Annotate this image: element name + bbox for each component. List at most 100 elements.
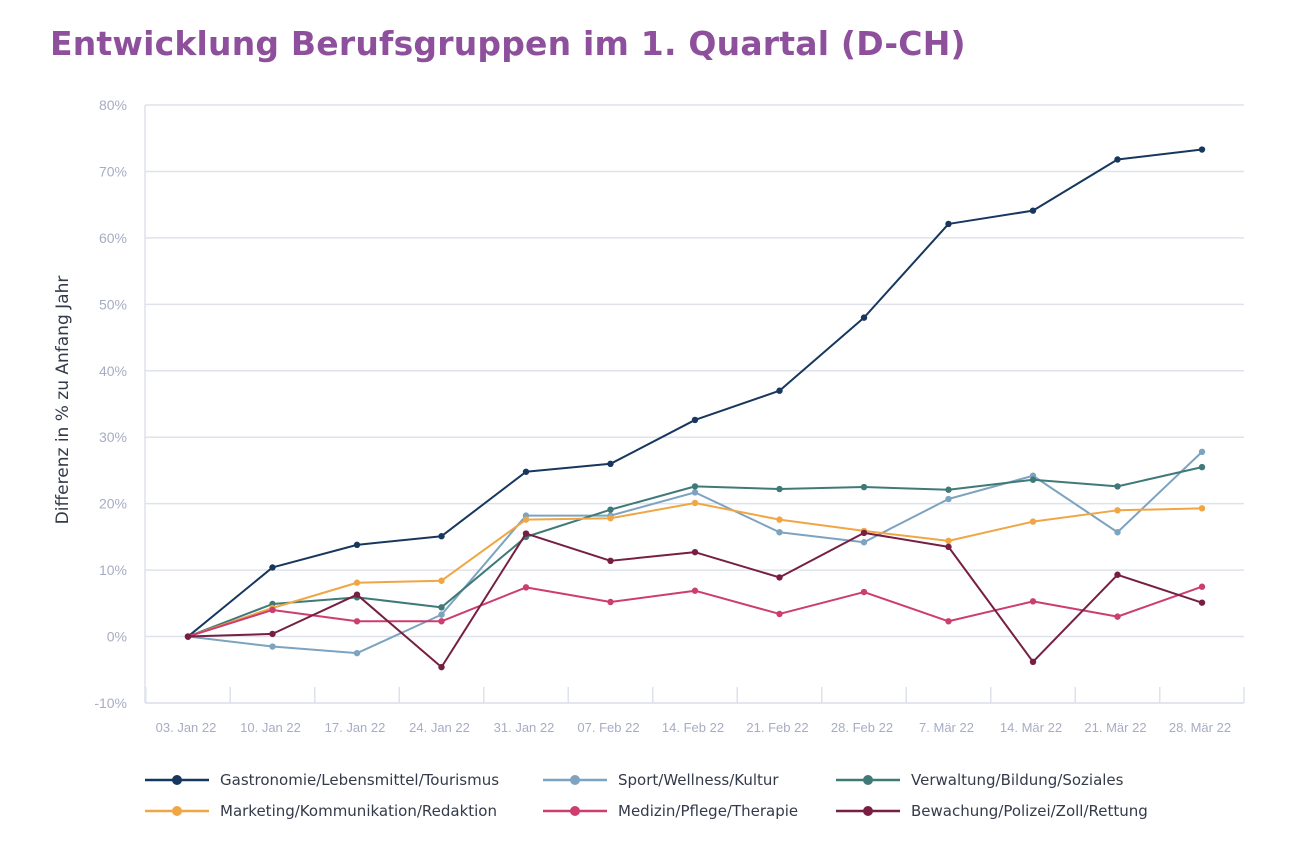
legend-item: Gastronomie/Lebensmittel/Tourismus [145, 771, 499, 789]
data-point [1114, 571, 1121, 578]
data-point [353, 591, 361, 598]
data-point [691, 483, 699, 490]
data-point [1198, 583, 1206, 590]
data-point [1198, 505, 1206, 512]
x-axis-ticks: 03. Jan 22 10. Jan 22 17. Jan 22 24. Jan 22… [156, 720, 1231, 735]
data-point [607, 460, 614, 467]
data-point [776, 516, 783, 523]
legend-swatch-marker [570, 806, 580, 816]
data-point [1198, 146, 1206, 153]
data-point [691, 416, 699, 424]
legend-label: Medizin/Pflege/Therapie [618, 802, 798, 820]
data-point [438, 663, 445, 671]
data-point [438, 533, 445, 540]
legend-label: Marketing/Kommunikation/Redaktion [220, 802, 497, 820]
x-tick-label: 7. Mär 22 [919, 720, 974, 735]
legend-swatch-marker [172, 775, 182, 785]
series-0 [184, 146, 1206, 640]
data-point [860, 529, 868, 537]
y-tick-label: 60% [99, 230, 127, 246]
data-point [860, 483, 868, 491]
data-point [945, 618, 952, 625]
data-point [691, 489, 699, 496]
data-point [269, 630, 276, 638]
x-tick-label: 28. Feb 22 [831, 720, 893, 735]
legend-item: Verwaltung/Bildung/Soziales [836, 771, 1124, 789]
legend-item: Marketing/Kommunikation/Redaktion [145, 802, 497, 820]
y-tick-label: 0% [107, 629, 127, 645]
y-tick-label: 40% [99, 363, 127, 379]
x-tick-label: 07. Feb 22 [577, 720, 639, 735]
legend-swatch-marker [863, 775, 873, 785]
data-point [776, 485, 783, 493]
x-tick-label: 24. Jan 22 [409, 720, 470, 735]
legend-swatch-marker [863, 806, 873, 816]
data-point [776, 610, 783, 618]
data-point [438, 604, 445, 611]
y-tick-label: 20% [99, 496, 127, 512]
legend-swatch-marker [570, 775, 580, 785]
data-point [1198, 448, 1206, 456]
data-point [1029, 207, 1037, 214]
data-point [438, 618, 445, 625]
x-tick-label: 14. Mär 22 [1000, 720, 1062, 735]
data-point [945, 220, 952, 228]
data-point [691, 587, 699, 594]
data-point [1114, 613, 1121, 620]
data-point [945, 543, 952, 551]
x-tick-label: 28. Mär 22 [1169, 720, 1231, 735]
data-point [522, 584, 530, 591]
data-point [1114, 529, 1121, 536]
data-point [1114, 483, 1121, 490]
x-tick-label: 17. Jan 22 [325, 720, 386, 735]
y-tick-label: -10% [94, 695, 127, 711]
data-point [522, 468, 530, 475]
data-point [607, 557, 614, 565]
y-axis-title: Differenz in % zu Anfang Jahr [53, 276, 73, 525]
data-point [353, 618, 361, 625]
y-tick-label: 30% [99, 429, 127, 445]
legend-label: Sport/Wellness/Kultur [618, 771, 779, 789]
data-point [353, 541, 361, 549]
legend-swatch-marker [172, 806, 182, 816]
data-point [269, 643, 276, 650]
series-line [187, 148, 1203, 638]
series-4 [184, 583, 1206, 640]
data-point [1114, 156, 1121, 163]
data-point [607, 598, 614, 606]
data-point [860, 539, 868, 546]
data-point [353, 649, 361, 657]
data-point [945, 486, 952, 493]
data-point [522, 530, 530, 537]
axes [144, 105, 1245, 704]
legend-label: Verwaltung/Bildung/Soziales [911, 771, 1124, 789]
data-point [522, 516, 530, 523]
chart-title: Entwicklung Berufsgruppen im 1. Quartal … [50, 24, 966, 63]
series-line [187, 585, 1203, 638]
data-point [945, 537, 952, 545]
data-point [184, 633, 192, 640]
legend-label: Gastronomie/Lebensmittel/Tourismus [220, 771, 499, 789]
legend: Gastronomie/Lebensmittel/Tourismus Sport/… [145, 771, 1148, 820]
x-tick-label: 03. Jan 22 [156, 720, 217, 735]
data-point [691, 499, 699, 507]
series-5 [184, 529, 1206, 671]
data-point [269, 564, 276, 571]
legend-label: Bewachung/Polizei/Zoll/Rettung [911, 802, 1148, 820]
data-point [1029, 598, 1037, 605]
data-point [1029, 658, 1037, 666]
data-point [860, 314, 868, 321]
data-point [776, 529, 783, 536]
legend-item: Bewachung/Polizei/Zoll/Rettung [836, 802, 1148, 820]
data-point [1198, 463, 1206, 471]
y-axis-ticks: -10% 0% 10% 20% 30% 40% 50% 60% 70% 80% [94, 97, 127, 711]
series-lines [184, 146, 1206, 671]
data-point [691, 548, 699, 556]
data-point [1114, 507, 1121, 514]
data-point [438, 577, 445, 584]
data-point [776, 574, 783, 581]
data-point [269, 606, 276, 614]
y-tick-label: 80% [99, 97, 127, 113]
data-point [1029, 476, 1037, 483]
y-tick-label: 50% [99, 296, 127, 312]
